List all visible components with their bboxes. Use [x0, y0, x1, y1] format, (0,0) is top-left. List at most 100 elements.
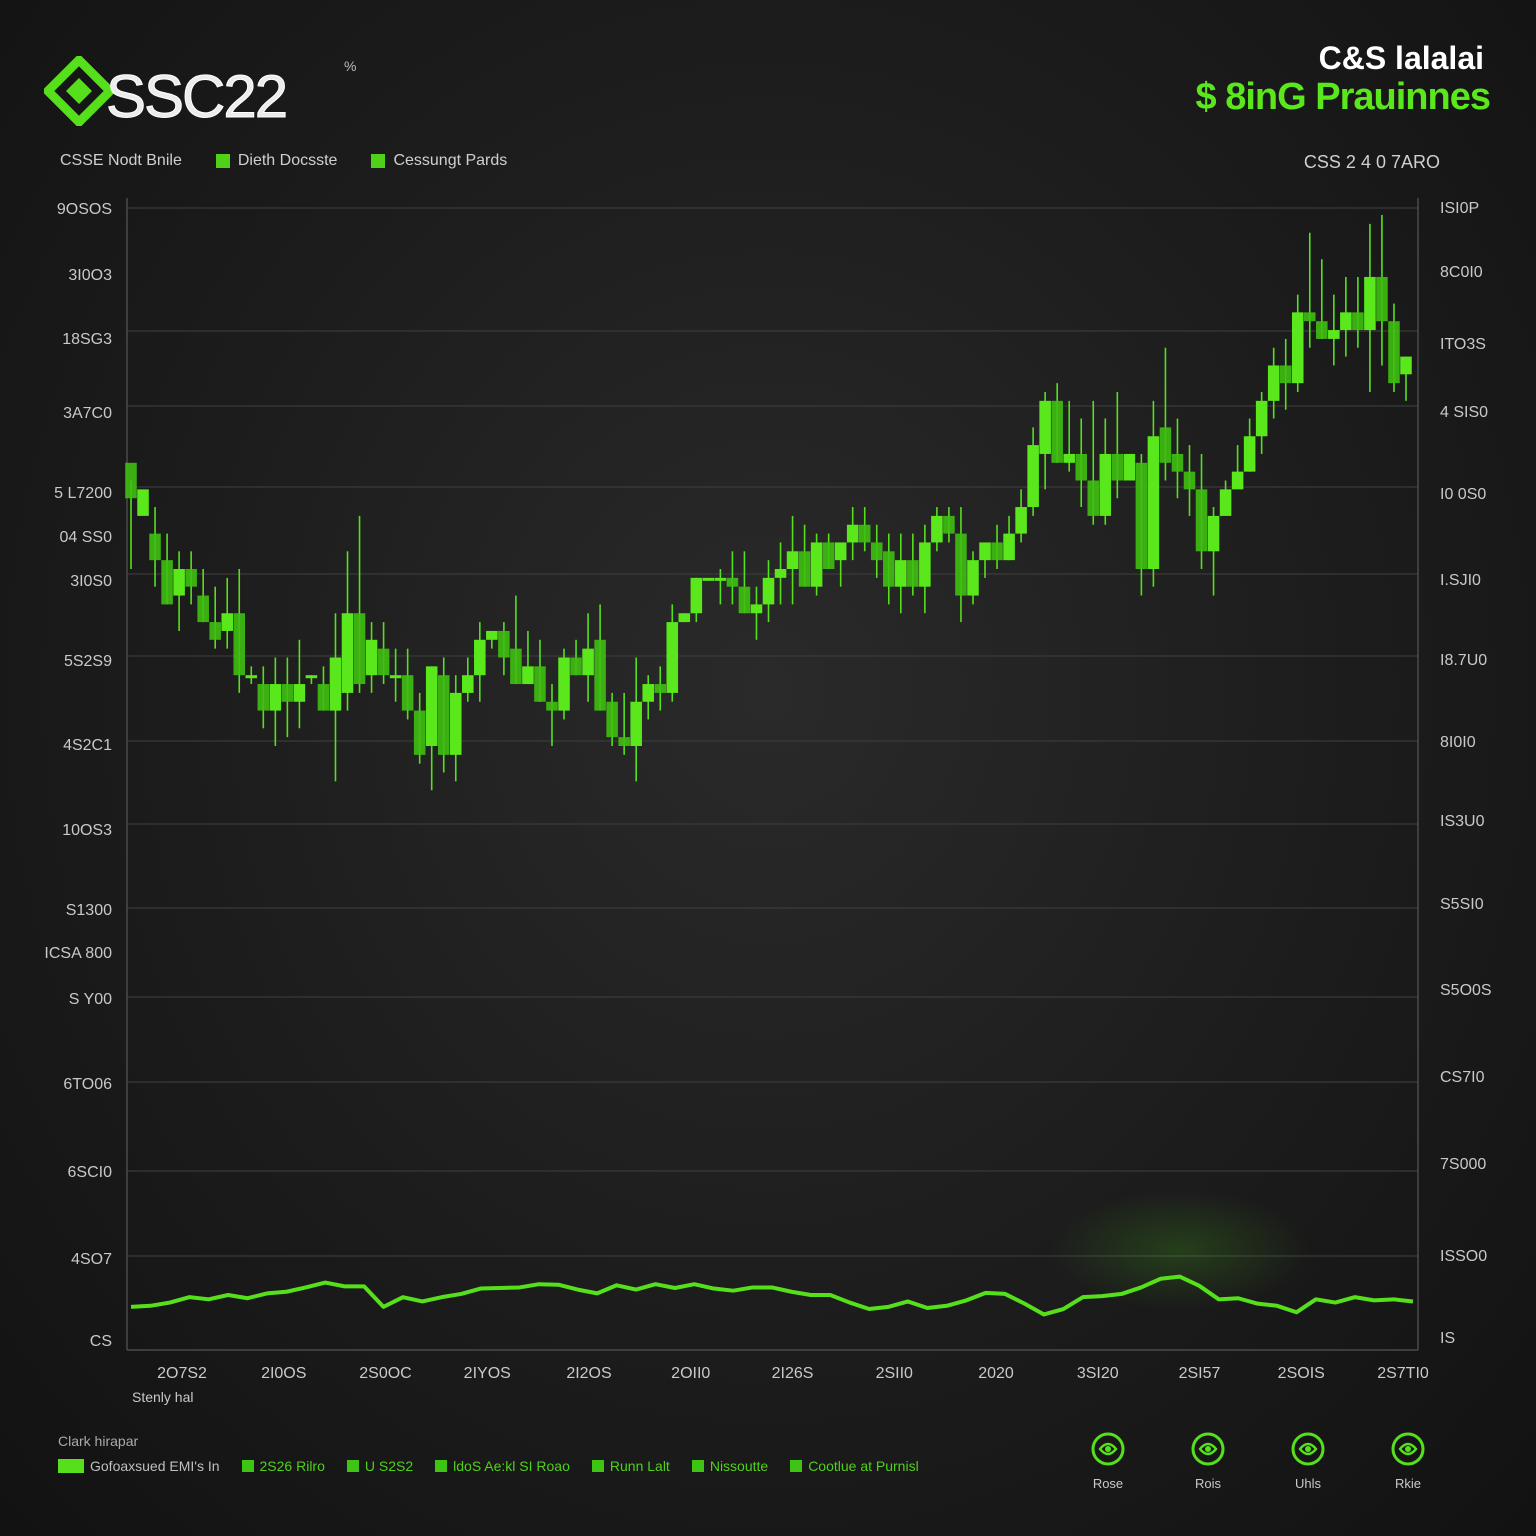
bottom-legend-item[interactable]: Gofoaxsued EMI's In [58, 1458, 220, 1474]
candle-body [883, 551, 895, 587]
logo-diamond-icon [44, 56, 114, 126]
legend-item[interactable]: Dieth Docsste [215, 152, 337, 170]
logo: SSC22 % [44, 48, 356, 138]
x-tick-label: 2SOIS [1278, 1365, 1325, 1382]
right-tick-label: 8I0I0 [1440, 734, 1476, 751]
icon-item[interactable]: Uhls [1280, 1430, 1336, 1491]
candle-body [1388, 321, 1400, 384]
candle-body [1015, 507, 1027, 534]
candle-body [858, 524, 871, 543]
legend-swatch [241, 1460, 254, 1472]
candle-body [1364, 276, 1376, 331]
candle-body [955, 533, 967, 596]
candle-body [846, 524, 859, 543]
bottom-legend-item[interactable]: 2S26 Rilro [241, 1458, 325, 1474]
x-tick-label: 2020 [978, 1365, 1014, 1382]
right-tick-label: I.SJI0 [1440, 572, 1481, 589]
candle-body [1195, 489, 1208, 552]
axes [126, 198, 1419, 1351]
candle-body [750, 604, 763, 614]
legend-label: U S2S2 [364, 1458, 414, 1474]
candle-body [437, 675, 450, 755]
legend-item[interactable]: Cessungt Pards [371, 152, 507, 170]
legend-label: 2S26 Rilro [259, 1458, 325, 1474]
bottom-legend-title: Clark hirapar [58, 1433, 139, 1449]
candle-body [1304, 312, 1316, 322]
candle-body [534, 666, 546, 702]
candle-body [1063, 453, 1075, 463]
logo-text: SSC22 [105, 63, 288, 131]
icon-item[interactable]: Rois [1180, 1430, 1236, 1491]
bottom-legend-item[interactable]: Cootlue at Purnisl [790, 1458, 919, 1474]
candle-body [293, 684, 306, 702]
candle-body [822, 542, 835, 569]
candle-body [714, 577, 727, 581]
candle-body [774, 569, 787, 578]
volume-series-line [130, 1274, 1414, 1317]
bottom-legend-item[interactable]: Runn Lalt [591, 1458, 670, 1474]
candle-body [798, 551, 811, 587]
x-tick-label: 2S0OC [359, 1365, 411, 1382]
bottom-legend-item[interactable]: U S2S2 [346, 1458, 414, 1474]
left-tick-label: 9OSOS [57, 201, 112, 218]
tick-labels: 9OSOS 3I0O3 18SG3 3A7C0 5 L7200 04 SS0 3I0S0 5S… [44, 200, 1491, 1382]
logo-superscript: % [344, 58, 357, 74]
legend-swatch [215, 154, 230, 168]
legend-swatch [591, 1460, 604, 1472]
top-legend: CSSE Nodt Bnile Dieth Docsste Cessungt P… [60, 152, 507, 170]
candle-body [967, 560, 979, 596]
candle-body [1027, 445, 1039, 508]
candle-body [1328, 330, 1340, 339]
icon-label: Rkie [1394, 1476, 1421, 1491]
right-tick-label: 8C0I0 [1440, 264, 1483, 281]
candle-body [1075, 453, 1088, 481]
candle-body [161, 560, 173, 605]
candle-body [654, 684, 667, 693]
candle-body [907, 560, 919, 587]
candle-body [1135, 462, 1148, 569]
bottom-legend-item[interactable]: Nissoutte [691, 1458, 768, 1474]
legend-item[interactable]: CSSE Nodt Bnile [60, 152, 182, 170]
rose-icon [1391, 1432, 1425, 1466]
candle-body [762, 577, 775, 605]
candle-body [510, 648, 522, 685]
icon-item[interactable]: Rkie [1380, 1430, 1436, 1491]
legend-label: Cootlue at Purnisl [808, 1458, 919, 1474]
candle-body [1003, 533, 1015, 561]
candle-body [738, 586, 751, 614]
x-tick-label: 2S7TI0 [1377, 1365, 1429, 1382]
icon-label: Uhls [1294, 1476, 1321, 1491]
candle-body [630, 701, 642, 746]
candle-body [690, 577, 703, 614]
icon-item[interactable]: Rose [1080, 1430, 1136, 1491]
candle-body [1376, 276, 1388, 322]
right-tick-label: 7S000 [1440, 1156, 1486, 1173]
left-tick-label: 4SO7 [71, 1251, 112, 1268]
rose-icon [1091, 1432, 1125, 1466]
bottom-legend-item[interactable]: ldoS Ae:kl SI Roao [435, 1458, 570, 1474]
x-axis-caption: Stenly hal [132, 1389, 194, 1405]
candle-body [401, 675, 414, 711]
right-tick-label: S5O0S [1440, 982, 1492, 999]
candle-body [269, 684, 282, 711]
legend-swatch [371, 154, 386, 168]
x-tick-label: 2I2OS [566, 1365, 611, 1382]
legend-label: Gofoaxsued EMI's In [90, 1458, 220, 1474]
candle-body [1255, 400, 1268, 437]
left-tick-label: CS [90, 1333, 112, 1350]
candle-body [449, 692, 462, 755]
left-tick-label: 10OS3 [62, 822, 112, 839]
right-tick-label: I8.7U0 [1440, 652, 1487, 669]
candle-body [474, 639, 486, 676]
x-tick-label: 2SII0 [876, 1365, 913, 1382]
candle-body [1039, 400, 1051, 454]
left-tick-label: S1300 [66, 902, 112, 919]
chart-subtitle: $ 8inG Prauinnes [1195, 76, 1491, 118]
candle-body [642, 684, 654, 702]
candle-body [702, 577, 715, 581]
candle-body [341, 613, 354, 693]
icon-label: Rose [1092, 1476, 1124, 1491]
candle-body [895, 560, 907, 587]
candle-body [221, 613, 233, 631]
